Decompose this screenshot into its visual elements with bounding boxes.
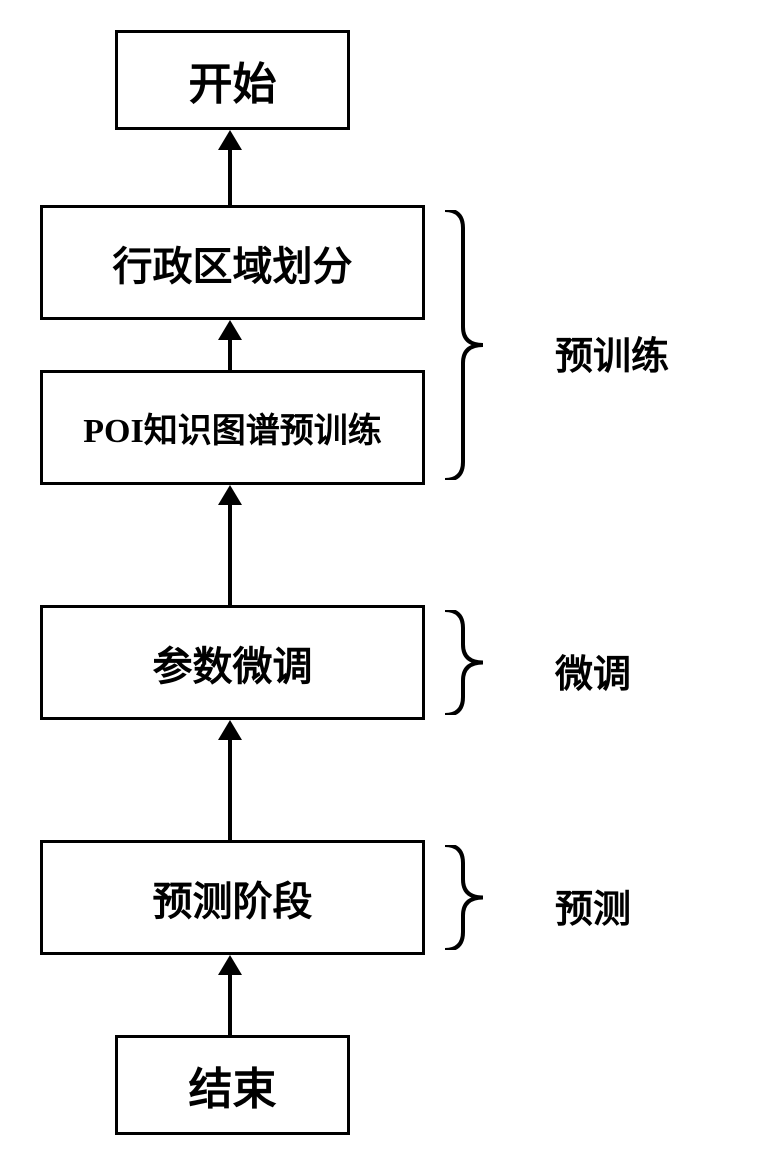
arrow-line bbox=[228, 738, 232, 840]
brace-icon bbox=[445, 845, 505, 950]
brace-label: 预测 bbox=[555, 878, 631, 933]
node-step3: 参数微调 bbox=[40, 605, 425, 720]
node-start: 开始 bbox=[115, 30, 350, 130]
node-step1: 行政区域划分 bbox=[40, 205, 425, 320]
arrow-head-icon bbox=[218, 485, 242, 505]
node-end: 结束 bbox=[115, 1035, 350, 1135]
brace-icon bbox=[445, 610, 505, 715]
arrow-line bbox=[228, 148, 232, 205]
arrow-line bbox=[228, 338, 232, 370]
arrow-head-icon bbox=[218, 130, 242, 150]
arrow-head-icon bbox=[218, 955, 242, 975]
arrow-line bbox=[228, 503, 232, 605]
node-step4: 预测阶段 bbox=[40, 840, 425, 955]
arrow-head-icon bbox=[218, 320, 242, 340]
arrow-line bbox=[228, 973, 232, 1035]
brace-label: 预训练 bbox=[555, 325, 669, 380]
brace-label: 微调 bbox=[555, 643, 631, 698]
arrow-head-icon bbox=[218, 720, 242, 740]
node-step2: POI知识图谱预训练 bbox=[40, 370, 425, 485]
brace-icon bbox=[445, 210, 505, 480]
